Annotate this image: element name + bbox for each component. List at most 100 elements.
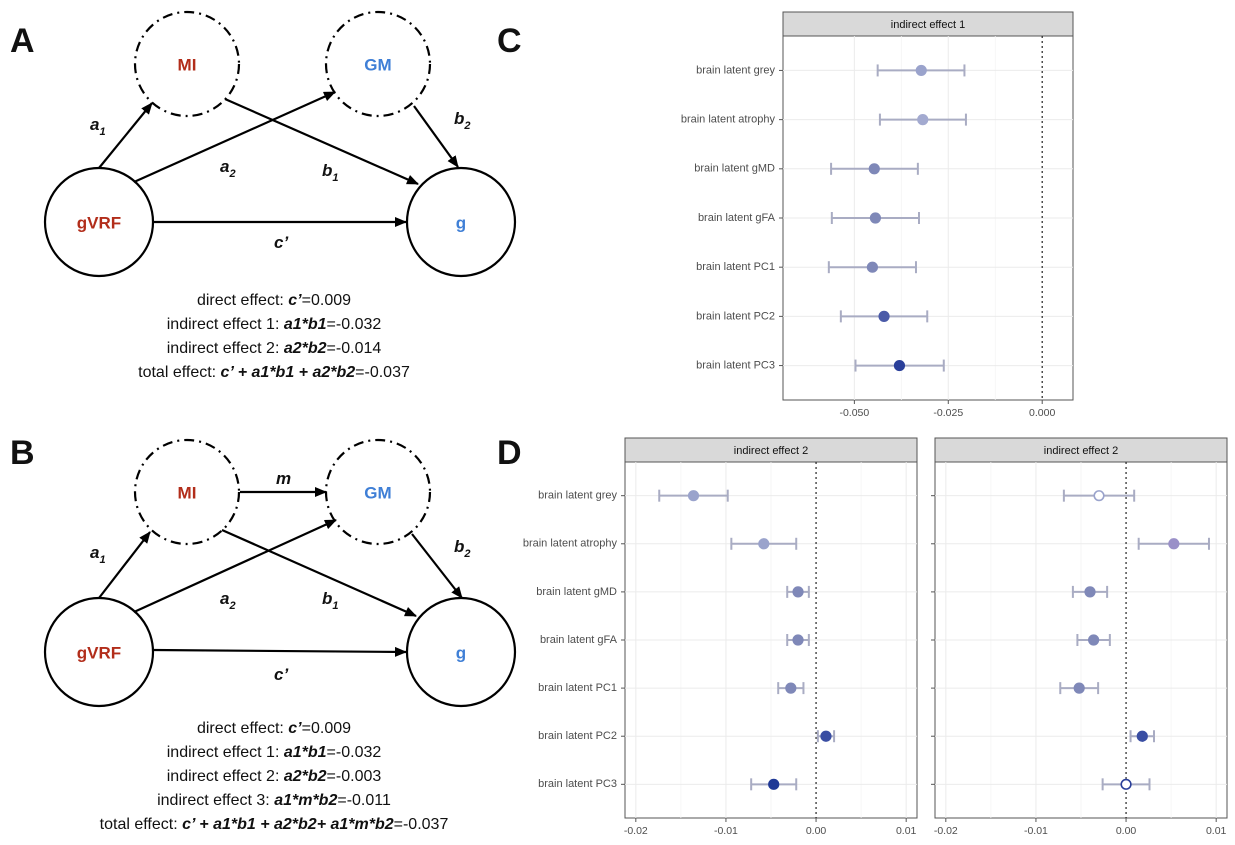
- data-point: [1073, 682, 1085, 694]
- data-point: [792, 586, 804, 598]
- effect-label: indirect effect 1:: [167, 316, 284, 333]
- panel-label-d: D: [497, 434, 522, 472]
- data-point: [866, 261, 879, 273]
- chart-panel-d-left: indirect effect 2 -0.02 -0.01 0.00 0.01 brain…: [523, 437, 918, 837]
- data-point: [687, 490, 700, 502]
- node-gvrf-label: gVRF: [77, 213, 121, 232]
- data-point: [915, 64, 927, 77]
- y-tick-label: brain latent PC3: [696, 359, 775, 371]
- chart-panel-c: indirect effect 1 -0.050 -0.025 0.000 brain …: [681, 11, 1074, 419]
- x-tick-label: 0.01: [1206, 825, 1227, 837]
- node-gm-circle: [324, 10, 432, 118]
- panel-a-diagram: A MI GM gVRF g a1 a2 b1 b2 c’ direct eff…: [10, 10, 517, 381]
- effect-formula: c’: [288, 292, 302, 309]
- y-tick-label: brain latent PC1: [538, 682, 617, 694]
- coef-b2: b2: [454, 537, 471, 560]
- arrow-a2: [133, 90, 336, 184]
- effect-label: indirect effect 2:: [167, 340, 284, 357]
- node-mi-label: MI: [178, 483, 197, 502]
- effect-label: indirect effect 2:: [167, 768, 284, 785]
- effect-formula: a1*b1: [284, 316, 327, 333]
- effect-formula: c’: [288, 720, 302, 737]
- node-mi-circle: [133, 438, 241, 546]
- effect-formula: a2*b2: [284, 340, 327, 357]
- x-tick-label: 0.000: [1029, 407, 1055, 419]
- data-point: [893, 359, 906, 372]
- effect-label: direct effect:: [197, 292, 288, 309]
- x-tick-label: -0.050: [839, 407, 869, 419]
- y-tick-label: brain latent gMD: [694, 163, 775, 175]
- x-tick-label: -0.025: [933, 407, 963, 419]
- node-g-label: g: [456, 213, 466, 232]
- coef-a2: a2: [220, 157, 236, 180]
- node-g-circle: [405, 166, 517, 278]
- node-gvrf-label: gVRF: [77, 643, 121, 662]
- effect-label: total effect:: [138, 364, 220, 381]
- x-tick-label: -0.01: [1024, 825, 1048, 837]
- data-point: [785, 682, 797, 694]
- panel-b-diagram: B MI GM gVRF g a1 a2 b1 b2 m c’ direct e…: [10, 434, 517, 833]
- effect-line: indirect effect 1: a1*b1=-0.032: [167, 744, 382, 761]
- data-point: [1136, 730, 1148, 742]
- panel-label-b: B: [10, 434, 35, 472]
- coef-b2: b2: [454, 109, 471, 132]
- effect-formula: c’ + a1*b1 + a2*b2: [221, 364, 356, 381]
- effect-line: total effect: c’ + a1*b1 + a2*b2+ a1*m*b…: [100, 816, 449, 833]
- arrow-c-prime: [152, 646, 407, 657]
- panel-label-c: C: [497, 22, 522, 60]
- data-point: [1084, 586, 1096, 598]
- effect-value: =-0.037: [394, 816, 449, 833]
- effect-line: indirect effect 3: a1*m*b2=-0.011: [157, 792, 391, 809]
- data-point: [878, 310, 890, 322]
- arrow-b2: [411, 533, 463, 599]
- effect-line: indirect effect 1: a1*b1=-0.032: [167, 316, 382, 333]
- effects-list-b: direct effect: c’=0.009 indirect effect 1…: [100, 720, 449, 833]
- x-tick-label: 0.00: [1116, 825, 1137, 837]
- x-tick-label: -0.01: [714, 825, 738, 837]
- coef-a1: a1: [90, 115, 106, 138]
- node-gm-label: GM: [364, 55, 391, 74]
- y-tick-label: brain latent grey: [538, 490, 617, 502]
- y-tick-label: brain latent gFA: [698, 212, 776, 224]
- coef-c-prime: c’: [274, 665, 288, 684]
- arrow-a1: [98, 102, 153, 169]
- data-point: [792, 634, 804, 646]
- effect-value: =-0.032: [327, 316, 382, 333]
- effect-label: total effect:: [100, 816, 182, 833]
- chart-panel-d-right: indirect effect 2 -0.02 -0.01 0.00 0.01: [931, 437, 1228, 837]
- x-tick-label: -0.02: [624, 825, 648, 837]
- arrow-b2: [413, 105, 459, 168]
- arrow-a2: [133, 518, 337, 614]
- y-tick-label: brain latent PC2: [696, 310, 775, 322]
- data-point: [1120, 778, 1132, 790]
- panel-label-a: A: [10, 22, 35, 60]
- effect-line: direct effect: c’=0.009: [197, 720, 351, 737]
- y-tick-label: brain latent PC2: [538, 730, 617, 742]
- coef-a2: a2: [220, 589, 236, 612]
- facet-strip: [624, 437, 918, 463]
- coef-b1: b1: [322, 589, 339, 612]
- facet-strip: [782, 11, 1074, 37]
- effect-line: indirect effect 2: a2*b2=-0.014: [167, 340, 382, 357]
- effect-line: indirect effect 2: a2*b2=-0.003: [167, 768, 382, 785]
- arrow-b1: [224, 97, 419, 186]
- effect-line: direct effect: c’=0.009: [197, 292, 351, 309]
- effect-label: indirect effect 3:: [157, 792, 274, 809]
- effect-value: =-0.037: [355, 364, 410, 381]
- node-mi-label: MI: [178, 55, 197, 74]
- coef-b1: b1: [322, 161, 339, 184]
- effects-list-a: direct effect: c’=0.009 indirect effect 1…: [138, 292, 410, 381]
- effect-formula: a2*b2: [284, 768, 327, 785]
- effect-value: =-0.011: [337, 792, 391, 809]
- data-point: [1168, 538, 1180, 550]
- arrow-b1: [221, 528, 417, 618]
- data-point: [768, 778, 780, 790]
- effect-label: indirect effect 1:: [167, 744, 284, 761]
- node-mi-circle: [133, 10, 241, 118]
- effect-value: =-0.003: [327, 768, 382, 785]
- effect-value: =-0.032: [327, 744, 382, 761]
- y-tick-label: brain latent gMD: [536, 586, 617, 598]
- node-gm-label: GM: [364, 483, 391, 502]
- facet-title: indirect effect 2: [734, 445, 808, 457]
- data-point: [758, 538, 770, 550]
